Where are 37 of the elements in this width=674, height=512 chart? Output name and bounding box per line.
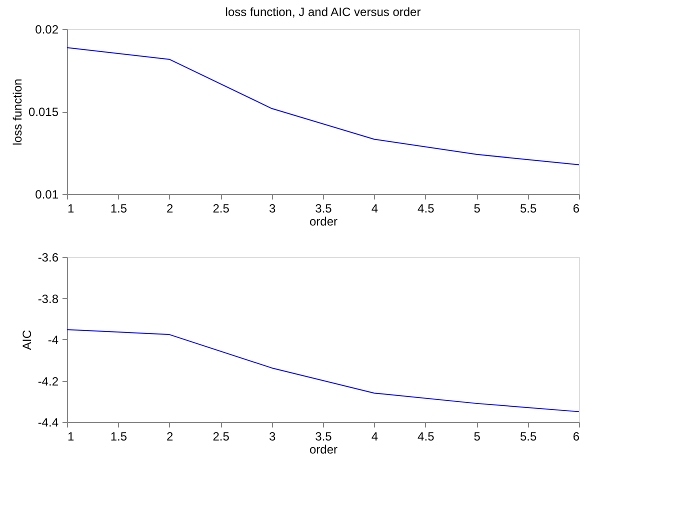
x-tick-label: 4	[371, 430, 378, 444]
x-tick-label: 3	[268, 430, 276, 444]
x-tick-label: 4	[371, 202, 378, 216]
line-series	[66, 47, 580, 166]
x-tick-label: 3.5	[315, 430, 332, 444]
x-axis-title: order	[309, 442, 338, 456]
x-tick-label: 5	[474, 202, 481, 216]
x-tick-label: 1.5	[110, 202, 128, 216]
x-tick-label: 6	[572, 202, 580, 216]
x-tick-label: 4.5	[418, 430, 435, 444]
x-tick-label: 1	[68, 202, 74, 216]
x-tick-label: 1.5	[110, 430, 128, 444]
chart-title: loss function, J and AIC versus order	[225, 5, 421, 19]
x-tick-label: 2.5	[212, 430, 230, 444]
y-axis-title: AIC	[20, 330, 34, 350]
y-axis-title: loss function	[10, 78, 24, 146]
x-tick-label: 6	[572, 430, 580, 444]
x-tick-label: 5.5	[520, 202, 537, 216]
x-tick-label: 1	[68, 430, 74, 444]
y-tick-label: 0.01	[35, 188, 59, 202]
x-tick-label: 3.5	[315, 202, 332, 216]
y-tick-label: -3.8	[38, 292, 59, 306]
x-tick-label: 5.5	[520, 430, 537, 444]
y-tick-label: -4.2	[38, 374, 59, 388]
x-tick-label: 5	[474, 430, 481, 444]
x-axis-title: order	[309, 214, 338, 228]
x-tick-label: 2.5	[212, 202, 230, 216]
y-tick-label: -4	[48, 333, 59, 347]
x-tick-label: 4.5	[418, 202, 435, 216]
y-tick-label: 0.015	[28, 105, 59, 119]
x-tick-label: 2	[166, 430, 174, 444]
y-tick-label: -4.4	[38, 416, 59, 430]
line-series	[66, 329, 580, 412]
x-tick-label: 2	[166, 202, 174, 216]
y-tick-label: 0.02	[35, 22, 59, 36]
y-tick-label: -3.6	[38, 250, 59, 264]
x-tick-label: 3	[268, 202, 276, 216]
